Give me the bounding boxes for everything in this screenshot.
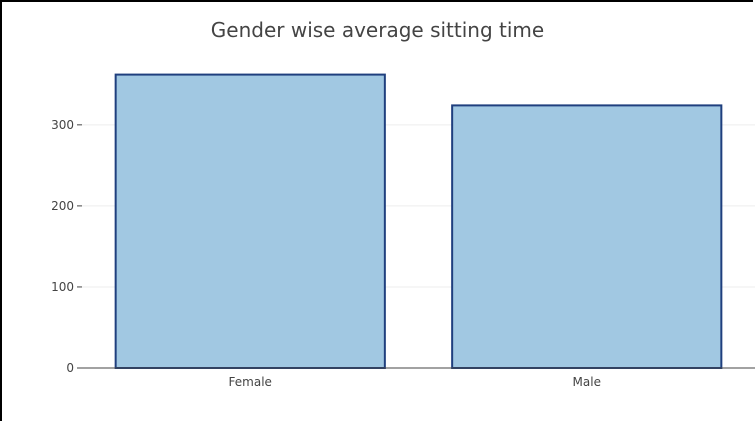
axis-layer: 0 100 200 300 Female Male [51, 118, 755, 389]
bar-layer [114, 73, 723, 370]
bar-male[interactable] [451, 104, 723, 370]
chart-title: Gender wise average sitting time [210, 18, 545, 42]
y-tick-label: 100 [51, 280, 74, 294]
x-tick-label-female: Female [229, 375, 272, 389]
bar-female[interactable] [114, 73, 386, 369]
y-tick-label: 300 [51, 118, 74, 132]
y-tick-label: 0 [66, 361, 74, 375]
y-tick-label: 200 [51, 199, 74, 213]
x-tick-label-male: Male [573, 375, 601, 389]
